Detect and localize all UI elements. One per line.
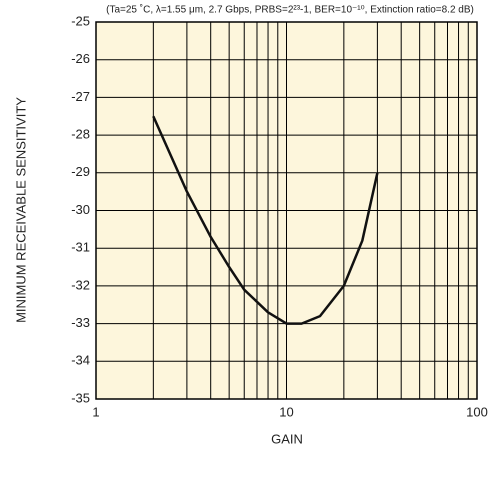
- x-tick-label: 10: [279, 404, 293, 419]
- x-tick-label: 100: [466, 404, 488, 419]
- x-tick-label: 1: [92, 404, 99, 419]
- y-tick-label: -30: [71, 202, 90, 217]
- y-tick-label: -33: [71, 315, 90, 330]
- chart-title: (Ta=25 ˚C, λ=1.55 μm, 2.7 Gbps, PRBS=2²³…: [106, 4, 474, 16]
- y-tick-label: -34: [71, 353, 90, 368]
- y-tick-label: -35: [71, 390, 90, 405]
- y-tick-label: -29: [71, 164, 90, 179]
- x-axis-label: GAIN: [271, 431, 303, 446]
- y-tick-label: -26: [71, 51, 90, 66]
- data-line: [152, 115, 379, 325]
- y-axis-label: MINIMUM RECEIVABLE SENSITIVITY: [13, 97, 28, 323]
- y-tick-label: -28: [71, 127, 90, 142]
- y-tick-label: -27: [71, 89, 90, 104]
- plot-frame: [95, 21, 478, 400]
- y-tick-label: -31: [71, 240, 90, 255]
- y-tick-label: -25: [71, 13, 90, 28]
- y-tick-label: -32: [71, 277, 90, 292]
